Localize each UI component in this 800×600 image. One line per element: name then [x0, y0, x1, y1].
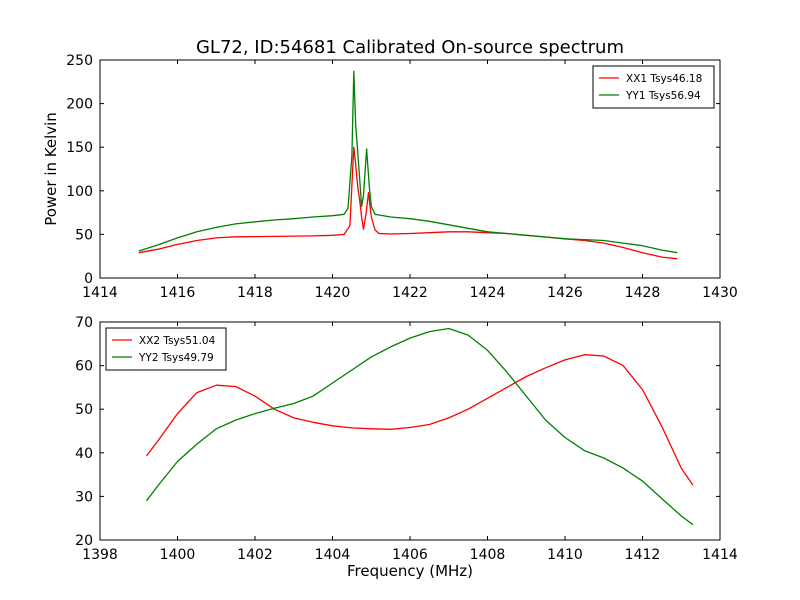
y-tick-label: 250 [66, 53, 93, 69]
series-lines-bottom [145, 327, 694, 526]
x-tick-label: 1400 [160, 547, 196, 563]
series-line-yy1 [138, 70, 678, 254]
axes-frame-top [99, 59, 721, 279]
series-line-yy2 [145, 327, 694, 526]
series-lines-top [138, 70, 678, 260]
y-tick-label: 200 [66, 97, 93, 113]
y-tick-label: 20 [75, 533, 93, 549]
series-line-xx2 [145, 354, 694, 486]
x-tick-label: 1426 [547, 285, 583, 301]
top-spectrum-plot: 1414 1416 1418 1420 1422 1424 1426 1428 1430 0 50 1… [66, 53, 738, 301]
x-tick-label: 1412 [625, 547, 661, 563]
x-tick-label: 1404 [315, 547, 351, 563]
legend-box [592, 65, 715, 109]
y-tick-label: 0 [84, 271, 93, 287]
legend-entry-label: YY1 Tsys56.94 [625, 90, 701, 102]
x-tick-label: 1398 [82, 547, 118, 563]
x-tick-label: 1414 [82, 285, 118, 301]
x-tick-label: 1424 [470, 285, 506, 301]
y-tick-label: 100 [66, 184, 93, 200]
x-tick-label: 1420 [315, 285, 351, 301]
figure-title: GL72, ID:54681 Calibrated On-source spec… [196, 37, 624, 58]
legend-entry-label: XX1 Tsys46.18 [626, 73, 702, 85]
y-tick-label: 60 [75, 359, 93, 375]
x-tick-label: 1414 [702, 547, 738, 563]
y-tick-label: 150 [66, 140, 93, 156]
y-axis-label-top: Power in Kelvin [42, 112, 60, 226]
legend-top: XX1 Tsys46.18 YY1 Tsys56.94 [592, 65, 715, 109]
x-tick-label: 1418 [237, 285, 273, 301]
x-tick-label: 1406 [392, 547, 428, 563]
x-tick-label: 1410 [547, 547, 583, 563]
axes-frame-bottom [99, 321, 721, 541]
x-tick-label: 1402 [237, 547, 273, 563]
x-axis-label: Frequency (MHz) [347, 562, 473, 580]
ticks-top: 1414 1416 1418 1420 1422 1424 1426 1428 1430 0 50 1… [66, 53, 738, 301]
legend-entry-label: YY2 Tsys49.79 [138, 352, 214, 364]
x-tick-label: 1430 [702, 285, 738, 301]
y-tick-label: 50 [75, 227, 93, 243]
y-tick-label: 50 [75, 402, 93, 418]
bottom-spectrum-plot: 1398 1400 1402 1404 1406 1408 1410 1412 1414 20 30… [75, 315, 738, 563]
legend-bottom: XX2 Tsys51.04 YY2 Tsys49.79 [105, 327, 227, 371]
y-tick-label: 40 [75, 446, 93, 462]
legend-entry-label: XX2 Tsys51.04 [139, 335, 216, 347]
y-tick-label: 30 [75, 489, 93, 505]
x-tick-label: 1428 [625, 285, 661, 301]
x-tick-label: 1416 [160, 285, 196, 301]
y-tick-label: 70 [75, 315, 93, 331]
ticks-bottom: 1398 1400 1402 1404 1406 1408 1410 1412 1414 20 30… [75, 315, 738, 563]
legend-box [105, 327, 227, 371]
x-tick-label: 1422 [392, 285, 428, 301]
x-tick-label: 1408 [470, 547, 506, 563]
